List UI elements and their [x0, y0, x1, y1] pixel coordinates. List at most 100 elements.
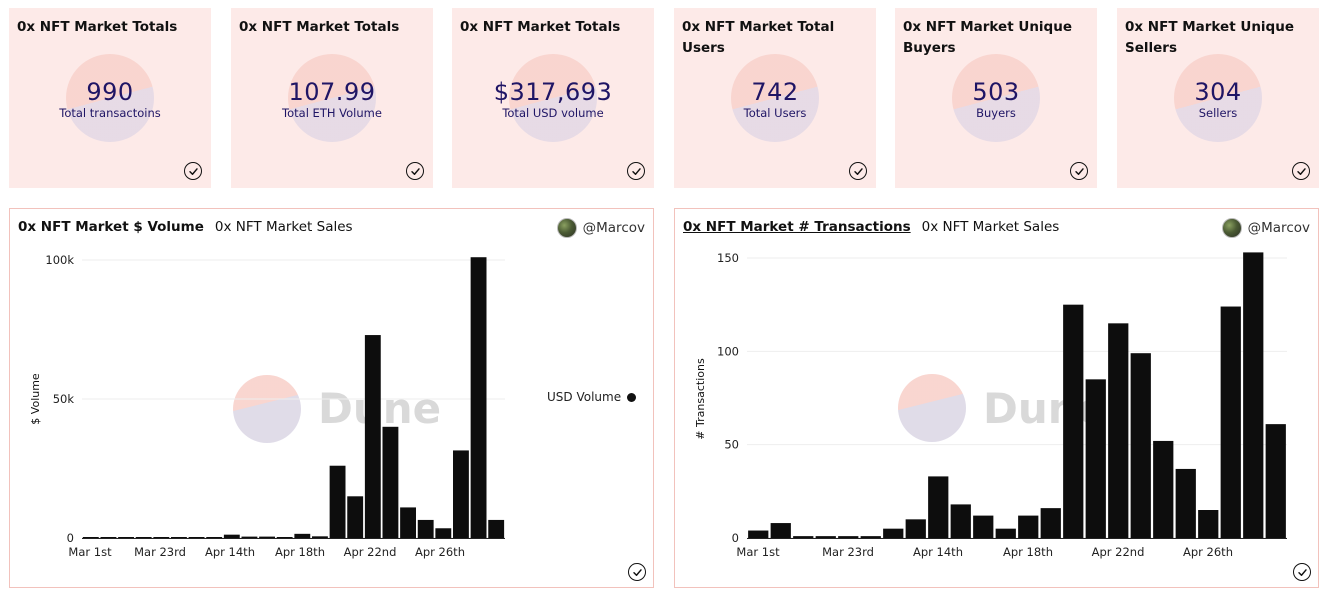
bar — [329, 465, 346, 538]
y-tick-label: 50 — [724, 438, 739, 452]
tab-transactions[interactable]: 0x NFT Market # Transactions — [683, 219, 911, 235]
bar — [153, 537, 170, 538]
bar — [815, 536, 836, 538]
tab-sales[interactable]: 0x NFT Market Sales — [921, 219, 1060, 235]
dune-watermark-logo — [1174, 54, 1262, 142]
bar — [1130, 353, 1151, 538]
y-tick-label: 100k — [45, 253, 74, 267]
x-tick-label: Apr 26th — [1183, 545, 1233, 559]
counter-value: $317,693 — [493, 78, 613, 106]
bar — [435, 528, 452, 538]
dune-watermark-logo — [509, 54, 597, 142]
counter-label: Total transactoins — [59, 106, 161, 120]
bar — [1063, 304, 1084, 538]
bar — [294, 533, 311, 538]
x-tick-label: Apr 26th — [415, 545, 465, 559]
dune-watermark-logo — [66, 54, 154, 142]
bar — [400, 507, 416, 538]
bar — [259, 536, 275, 538]
counter-title: 0x NFT Market Unique Sellers — [1125, 19, 1294, 56]
check-circle-icon[interactable] — [849, 162, 867, 180]
y-tick-label: 100 — [717, 344, 739, 358]
counter-value: 304 — [1194, 78, 1242, 106]
counter-label: Sellers — [1198, 106, 1238, 120]
counter-title: 0x NFT Market Total Users — [682, 19, 835, 56]
tab-sales[interactable]: 0x NFT Market Sales — [214, 219, 353, 235]
y-tick-label: 150 — [717, 251, 739, 265]
avatar — [1221, 218, 1242, 238]
bar — [1153, 440, 1174, 538]
counter-card: 0x NFT Market Total Users 742 Total Users — [674, 8, 876, 188]
bar — [382, 426, 399, 538]
x-tick-label: Mar 1st — [736, 545, 780, 559]
bar — [241, 536, 258, 538]
bar — [1108, 323, 1129, 538]
bar — [838, 536, 859, 538]
legend-label: USD Volume — [547, 390, 622, 404]
bar — [417, 519, 434, 538]
bar — [1018, 515, 1039, 538]
chart-legend: USD Volume — [547, 390, 637, 404]
legend-dot-icon — [627, 392, 637, 402]
author-link[interactable]: @Marcov — [556, 218, 645, 238]
dune-watermark-logo — [952, 54, 1040, 142]
x-tick-label: Mar 1st — [68, 545, 112, 559]
bar — [171, 537, 187, 538]
transactions-chart-card: 0x NFT Market # Transactions 0x NFT Mark… — [674, 208, 1319, 588]
check-circle-icon[interactable] — [184, 162, 202, 180]
counter-value: 742 — [751, 78, 799, 106]
bar — [1085, 379, 1106, 538]
bar — [223, 534, 240, 538]
bar — [950, 504, 971, 538]
bar — [470, 257, 487, 538]
check-circle-icon[interactable] — [406, 162, 424, 180]
bar — [1243, 252, 1264, 538]
author-name: @Marcov — [1247, 220, 1310, 236]
check-circle-icon[interactable] — [1292, 162, 1310, 180]
bar — [770, 523, 791, 538]
avatar — [556, 218, 577, 238]
bar — [82, 537, 99, 538]
counter-card: 0x NFT Market Totals $317,693 Total USD vo… — [452, 8, 654, 188]
check-circle-icon[interactable] — [628, 563, 646, 581]
x-tick-label: Mar 23rd — [822, 545, 874, 559]
bar — [312, 536, 328, 538]
bar — [488, 519, 505, 538]
counter-card: 0x NFT Market Unique Buyers 503 Buyers — [895, 8, 1097, 188]
dune-watermark-logo — [288, 54, 376, 142]
check-circle-icon[interactable] — [627, 162, 645, 180]
bar — [118, 537, 134, 538]
check-circle-icon[interactable] — [1070, 162, 1088, 180]
y-tick-label: 50k — [53, 392, 75, 406]
y-axis-label: $ Volume — [29, 373, 42, 425]
dune-watermark-logo — [898, 374, 966, 442]
tab-usd-volume[interactable]: 0x NFT Market $ Volume — [18, 219, 204, 235]
counter-card: 0x NFT Market Unique Sellers 304 Sellers — [1117, 8, 1319, 188]
x-tick-label: Apr 18th — [275, 545, 325, 559]
author-name: @Marcov — [582, 220, 645, 236]
counter-title: 0x NFT Market Totals — [460, 19, 621, 35]
y-axis-label: # Transactions — [694, 358, 707, 440]
x-tick-label: Apr 22nd — [1092, 545, 1145, 559]
counter-card: 0x NFT Market Totals 107.99 Total ETH Volu… — [231, 8, 433, 188]
bar — [1220, 306, 1241, 538]
counter-value: 990 — [86, 78, 134, 106]
bar — [364, 335, 381, 538]
author-link[interactable]: @Marcov — [1221, 218, 1310, 238]
x-tick-label: Apr 18th — [1003, 545, 1053, 559]
chart-tabs: 0x NFT Market $ Volume 0x NFT Market Sal… — [18, 219, 353, 235]
bar — [905, 519, 926, 538]
bar — [928, 476, 949, 538]
y-tick-label: 0 — [67, 531, 74, 545]
bar — [1198, 510, 1219, 538]
counter-label: Total Users — [743, 106, 807, 120]
bar — [748, 530, 769, 538]
usd-volume-chart-card: 0x NFT Market $ Volume 0x NFT Market Sal… — [9, 208, 654, 588]
x-tick-label: Apr 14th — [913, 545, 963, 559]
counter-label: Total ETH Volume — [282, 106, 382, 120]
check-circle-icon[interactable] — [1293, 563, 1311, 581]
counter-label: Total USD volume — [502, 106, 604, 120]
x-tick-label: Mar 23rd — [134, 545, 186, 559]
